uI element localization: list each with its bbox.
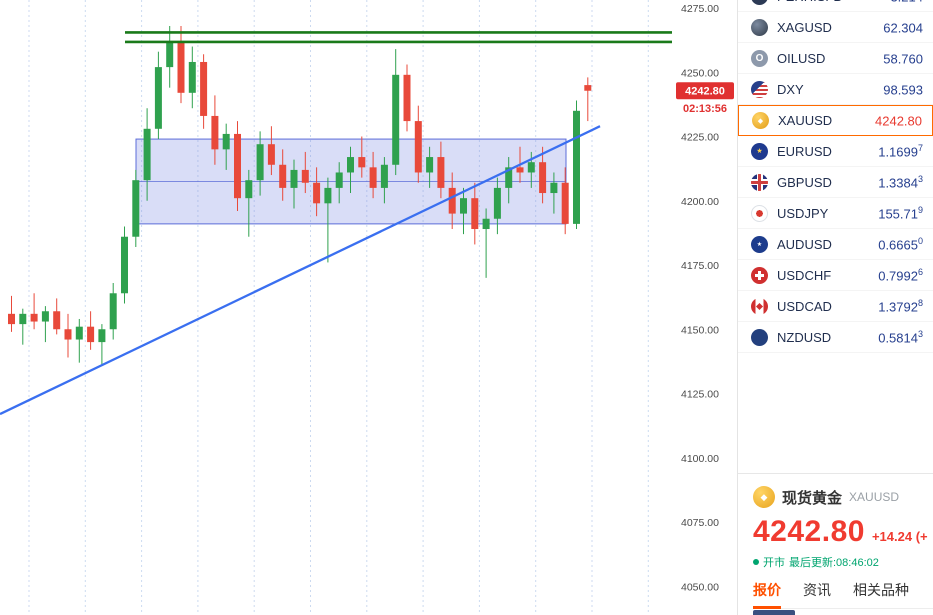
ch-flag-icon [751,266,768,284]
price-value: 3.214 [890,0,923,4]
watchlist-row[interactable]: XAGUSD 62.304 [738,12,933,43]
symbol-label: GBPUSD [777,174,832,190]
oil-icon [751,49,768,67]
svg-text:4100.00: 4100.00 [681,453,719,465]
watchlist-row-selected[interactable]: XAUUSD 4242.80 [738,105,933,136]
gold-coin-icon [752,112,769,129]
price-value: 58.760 [883,51,923,67]
quote-price-row: 4242.80 +14.24 (+ [753,515,933,549]
quote-header: ◆ 现货黄金 XAUUSD [753,486,933,508]
jp-flag-icon [751,204,768,222]
quote-panel: ◆ 现货黄金 XAUUSD 4242.80 +14.24 (+ 开市 最后更新:… [738,473,933,615]
svg-text:02:13:56: 02:13:56 [683,103,727,115]
tab-quote[interactable]: 报价 [753,582,781,609]
price-value: 0.58143 [878,328,923,346]
watchlist-row[interactable]: GBPUSD 1.33843 [738,167,933,198]
svg-text:4175.00: 4175.00 [681,260,719,272]
gold-coin-icon: ◆ [753,486,775,508]
symbol-label: XAGUSD [777,19,832,35]
us-flag-icon [751,80,768,98]
market-status: 开市 最后更新:08:46:02 [753,554,933,570]
watchlist-row[interactable]: NZDUSD 0.58143 [738,322,933,353]
panel-empty-space [738,353,933,473]
market-status-label: 开市 [763,557,785,569]
symbol-label: USDCHF [777,267,832,283]
svg-text:4225.00: 4225.00 [681,132,719,144]
price-value: 62.304 [883,20,923,36]
svg-text:4250.00: 4250.00 [681,67,719,79]
price-value: 98.593 [883,82,923,98]
price-value: 155.719 [878,204,923,222]
svg-text:4242.80: 4242.80 [685,85,725,97]
price-value: 1.33843 [878,173,923,191]
watchlist-row[interactable]: OILUSD 58.760 [738,43,933,74]
watchlist: PERH.SFB 3.214 XAGUSD 62.304 OILUSD 58.7… [738,0,933,353]
ca-flag-icon [751,297,768,315]
price-value: 0.79926 [878,266,923,284]
candlestick-chart-canvas[interactable]: 4275.00 4250.00 4225.00 4200.00 4175.00 4150.… [0,0,737,615]
watchlist-row[interactable]: USDCHF 0.79926 [738,260,933,291]
symbol-label: PERH.SFB [777,0,842,4]
tab-news[interactable]: 资讯 [803,582,831,598]
svg-text:4150.00: 4150.00 [681,324,719,336]
price-value: 1.16997 [878,142,923,160]
last-update-label: 最后更新:08:46:02 [789,557,879,569]
coin-dark-icon [751,0,768,5]
symbol-label: USDJPY [777,205,829,221]
right-panel: PERH.SFB 3.214 XAGUSD 62.304 OILUSD 58.7… [737,0,933,615]
svg-text:4075.00: 4075.00 [681,517,719,529]
svg-text:4275.00: 4275.00 [681,3,719,15]
au-flag-icon [751,235,768,253]
quote-price: 4242.80 [753,515,865,548]
svg-text:4125.00: 4125.00 [681,389,719,401]
symbol-label: XAUUSD [778,113,833,128]
svg-text:4050.00: 4050.00 [681,581,719,593]
watchlist-row[interactable]: DXY 98.593 [738,74,933,105]
watchlist-row[interactable]: USDJPY 155.719 [738,198,933,229]
silver-coin-icon [751,18,768,36]
uk-flag-icon [751,173,768,191]
symbol-label: DXY [777,81,804,97]
watchlist-row[interactable]: PERH.SFB 3.214 [738,0,933,12]
price-value: 0.66650 [878,235,923,253]
quote-tabs: 报价 资讯 相关品种 [753,580,933,609]
chart-area: 4275.00 4250.00 4225.00 4200.00 4175.00 4150.… [0,0,737,615]
price-value: 1.37928 [878,297,923,315]
tab-related[interactable]: 相关品种 [853,582,909,598]
symbol-label: USDCAD [777,298,832,314]
watchlist-row[interactable]: EURUSD 1.16997 [738,136,933,167]
symbol-label: OILUSD [777,50,826,66]
instrument-symbol: XAUUSD [849,490,900,504]
clipped-row [753,610,795,615]
quote-change: +14.24 (+ [871,529,928,544]
eu-flag-icon [751,142,768,160]
market-open-dot-icon [753,559,759,565]
svg-text:4200.00: 4200.00 [681,196,719,208]
nz-flag-icon [751,328,768,346]
symbol-label: NZDUSD [777,329,832,345]
symbol-label: EURUSD [777,143,832,159]
instrument-name: 现货黄金 [782,489,843,507]
price-value: 4242.80 [875,113,922,129]
watchlist-row[interactable]: USDCAD 1.37928 [738,291,933,322]
watchlist-row[interactable]: AUDUSD 0.66650 [738,229,933,260]
symbol-label: AUDUSD [777,236,832,252]
